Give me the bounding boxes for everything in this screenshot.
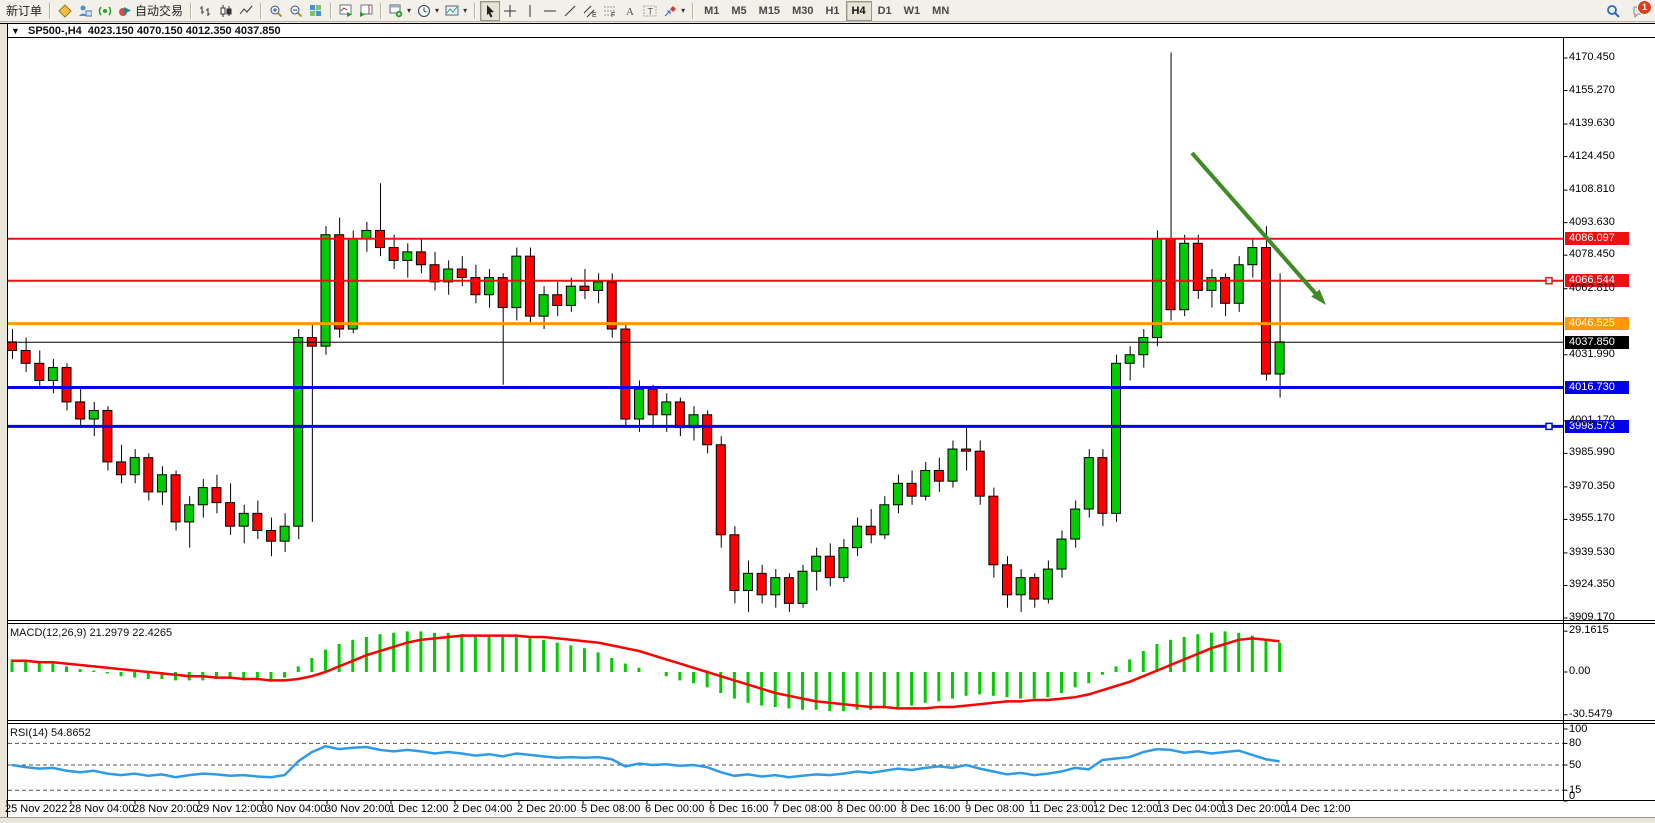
chevron-down-icon[interactable]: ▾: [407, 6, 412, 15]
auto-trading-button-label: 自动交易: [135, 4, 184, 18]
profile-button[interactable]: [75, 1, 95, 21]
new-order-button-label: 新订单: [6, 4, 43, 18]
profile-icon: [78, 4, 93, 18]
clock-icon: [417, 4, 431, 18]
trendline-button[interactable]: [560, 1, 580, 21]
signals-button[interactable]: [95, 1, 115, 21]
template-icon: [445, 4, 459, 18]
periods-button[interactable]: ▾: [414, 1, 442, 21]
zoom-in-icon: [269, 4, 283, 18]
svg-text:F: F: [611, 12, 615, 18]
channel-button[interactable]: E: [580, 1, 600, 21]
toolbar-separator: [260, 2, 263, 19]
timeframe-button-w1[interactable]: W1: [903, 4, 921, 17]
cursor-button[interactable]: [480, 0, 501, 21]
main-toolbar: 新订单 自动交易 ▾ ▾ ▾ E F A T ▾ M1 M5 M15 M30 H1 H4 D1 W1 MN 1: [0, 0, 1655, 22]
shapes-button[interactable]: ▾: [660, 1, 688, 21]
collapse-icon[interactable]: ▼: [11, 26, 20, 36]
auto-trading-button[interactable]: 自动交易: [115, 1, 186, 21]
notification-badge: 1: [1637, 0, 1652, 15]
tline-icon: [563, 4, 577, 18]
notifications-button[interactable]: 1: [1629, 0, 1652, 21]
hline-icon: [543, 4, 557, 18]
chevron-down-icon[interactable]: ▾: [463, 6, 468, 15]
chevron-down-icon[interactable]: ▾: [435, 6, 440, 15]
macd-label: MACD(12,26,9) 21.2979 22.4265: [10, 627, 173, 639]
deposit-button[interactable]: [55, 1, 75, 21]
rsi-panel[interactable]: [8, 724, 1563, 800]
channel-icon: E: [583, 4, 597, 18]
timeframe-button-m5[interactable]: M5: [731, 4, 747, 17]
bars-icon: [199, 4, 213, 18]
text-button[interactable]: A: [620, 1, 640, 21]
bar-chart-button[interactable]: [196, 1, 216, 21]
candles-icon: [219, 4, 233, 18]
fibo-icon: F: [603, 4, 617, 18]
timeframe-button-mn[interactable]: MN: [932, 4, 950, 17]
toolbar-separator: [380, 2, 383, 19]
fibonacci-button[interactable]: F: [600, 1, 620, 21]
label-button[interactable]: T: [640, 1, 660, 21]
autotrade-icon: [118, 4, 132, 18]
toolbar-separator: [474, 2, 477, 19]
chart-symbol-period: SP500-,H4: [27, 25, 82, 37]
text-a-icon: A: [623, 4, 637, 18]
tile-windows-button[interactable]: [306, 1, 326, 21]
timeframe-button-d1[interactable]: D1: [877, 4, 892, 17]
chart-play-icon: [339, 4, 353, 18]
vline-icon: [523, 4, 537, 18]
timeframe-button-m30[interactable]: M30: [792, 4, 814, 17]
zoom-out-button[interactable]: [286, 1, 306, 21]
auto-scroll-button[interactable]: [336, 1, 356, 21]
chart-ohlc-values: 4023.150 4070.150 4012.350 4037.850: [87, 25, 281, 37]
new-chart-button[interactable]: ▾: [386, 1, 414, 21]
timeframe-button-h1[interactable]: H1: [825, 4, 840, 17]
toolbar-separator: [190, 2, 193, 19]
candlestick-chart-button[interactable]: [216, 1, 236, 21]
cursor-icon: [483, 4, 497, 18]
svg-text:T: T: [648, 6, 654, 16]
toolbar-separator: [49, 2, 52, 19]
linechart-icon: [239, 4, 253, 18]
timeframe-button-m1[interactable]: M1: [704, 4, 720, 17]
crosshair-button[interactable]: [500, 1, 520, 21]
new-order-button[interactable]: 新订单: [3, 1, 45, 21]
timeframe-button-h4[interactable]: H4: [845, 0, 872, 21]
toolbar-separator: [692, 2, 695, 19]
tile-icon: [309, 4, 323, 18]
line-chart-button[interactable]: [236, 1, 256, 21]
zoom-in-button[interactable]: [266, 1, 286, 21]
macd-panel[interactable]: [8, 624, 1563, 720]
chart-shift-icon: [359, 4, 373, 18]
timeframe-button-m15[interactable]: M15: [758, 4, 781, 17]
search-icon: [1606, 4, 1620, 18]
chevron-down-icon[interactable]: ▾: [681, 6, 686, 15]
chart-plot-area[interactable]: [8, 38, 1563, 620]
chart-shift-button[interactable]: [356, 1, 376, 21]
new-window-icon: [389, 4, 403, 18]
zoom-out-icon: [289, 4, 303, 18]
search-button[interactable]: [1603, 1, 1623, 21]
templates-button[interactable]: ▾: [442, 1, 470, 21]
toolbar-separator: [330, 2, 333, 19]
vertical-line-button[interactable]: [520, 1, 540, 21]
gold-icon: [58, 3, 72, 18]
arrows-icon: [663, 4, 677, 18]
label-t-icon: T: [643, 4, 657, 18]
price-axis[interactable]: [1563, 38, 1655, 800]
svg-text:A: A: [626, 6, 634, 18]
signal-icon: [98, 4, 112, 18]
horizontal-line-button[interactable]: [540, 1, 560, 21]
time-axis[interactable]: [8, 800, 1563, 817]
chart-header[interactable]: ▼ SP500-,H4 4023.150 4070.150 4012.350 4…: [11, 25, 281, 37]
crosshair-icon: [503, 4, 517, 18]
svg-text:E: E: [592, 12, 597, 18]
rsi-label: RSI(14) 54.8652: [10, 727, 91, 739]
